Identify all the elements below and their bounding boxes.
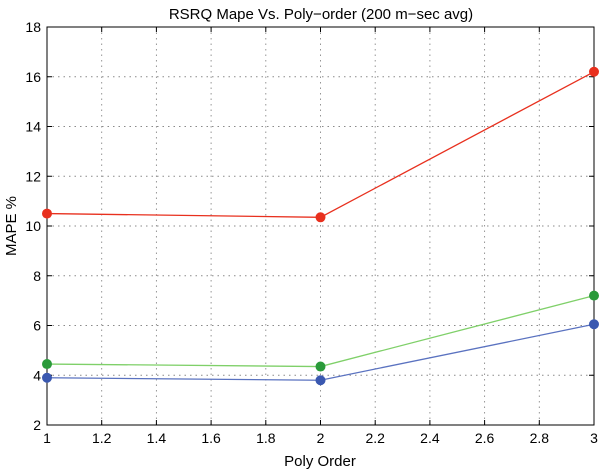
data-point xyxy=(42,208,52,219)
y-tick-label: 2 xyxy=(33,417,41,433)
x-tick-label: 1.4 xyxy=(147,430,167,446)
data-point xyxy=(589,290,599,301)
data-point xyxy=(42,359,52,370)
data-point xyxy=(315,375,326,386)
x-tick-label: 1.2 xyxy=(92,430,112,446)
x-axis-label: Poly Order xyxy=(284,453,356,469)
x-tick-label: 2.4 xyxy=(420,430,440,446)
x-tick-label: 1 xyxy=(43,430,51,446)
series-3 xyxy=(42,319,599,386)
data-point xyxy=(315,361,326,372)
data-point xyxy=(42,372,52,383)
y-tick-label: 18 xyxy=(25,19,41,35)
x-tick-label: 2.2 xyxy=(365,430,385,446)
x-tick-label: 3 xyxy=(590,430,598,446)
series-1 xyxy=(42,66,599,223)
y-tick-label: 4 xyxy=(33,367,41,383)
data-point xyxy=(589,319,599,330)
x-tick-label: 2.8 xyxy=(530,430,550,446)
grid xyxy=(47,27,594,425)
y-tick-label: 14 xyxy=(25,119,41,135)
y-tick-label: 6 xyxy=(33,318,41,334)
x-tick-label: 1.6 xyxy=(201,430,221,446)
x-tick-label: 2.6 xyxy=(475,430,495,446)
axis-ticks: 1 1.2 1.4 1.6 1.8 2 2.2 2.4 2.6 2.8 3 2 4 6 8 10 12 14 16 1… xyxy=(25,19,598,446)
y-tick-label: 16 xyxy=(25,69,41,85)
y-tick-label: 10 xyxy=(25,218,41,234)
data-point xyxy=(315,212,326,223)
chart-title: RSRQ Mape Vs. Poly−order (200 m−sec avg) xyxy=(169,6,473,23)
series-2 xyxy=(42,290,599,372)
x-tick-label: 1.8 xyxy=(256,430,276,446)
y-axis-label: MAPE % xyxy=(3,196,20,256)
y-tick-label: 8 xyxy=(33,268,41,284)
series-layer xyxy=(42,66,599,386)
data-point xyxy=(589,66,599,77)
series-line xyxy=(46,295,595,368)
x-tick-label: 2 xyxy=(317,430,325,446)
y-tick-label: 12 xyxy=(25,168,41,184)
